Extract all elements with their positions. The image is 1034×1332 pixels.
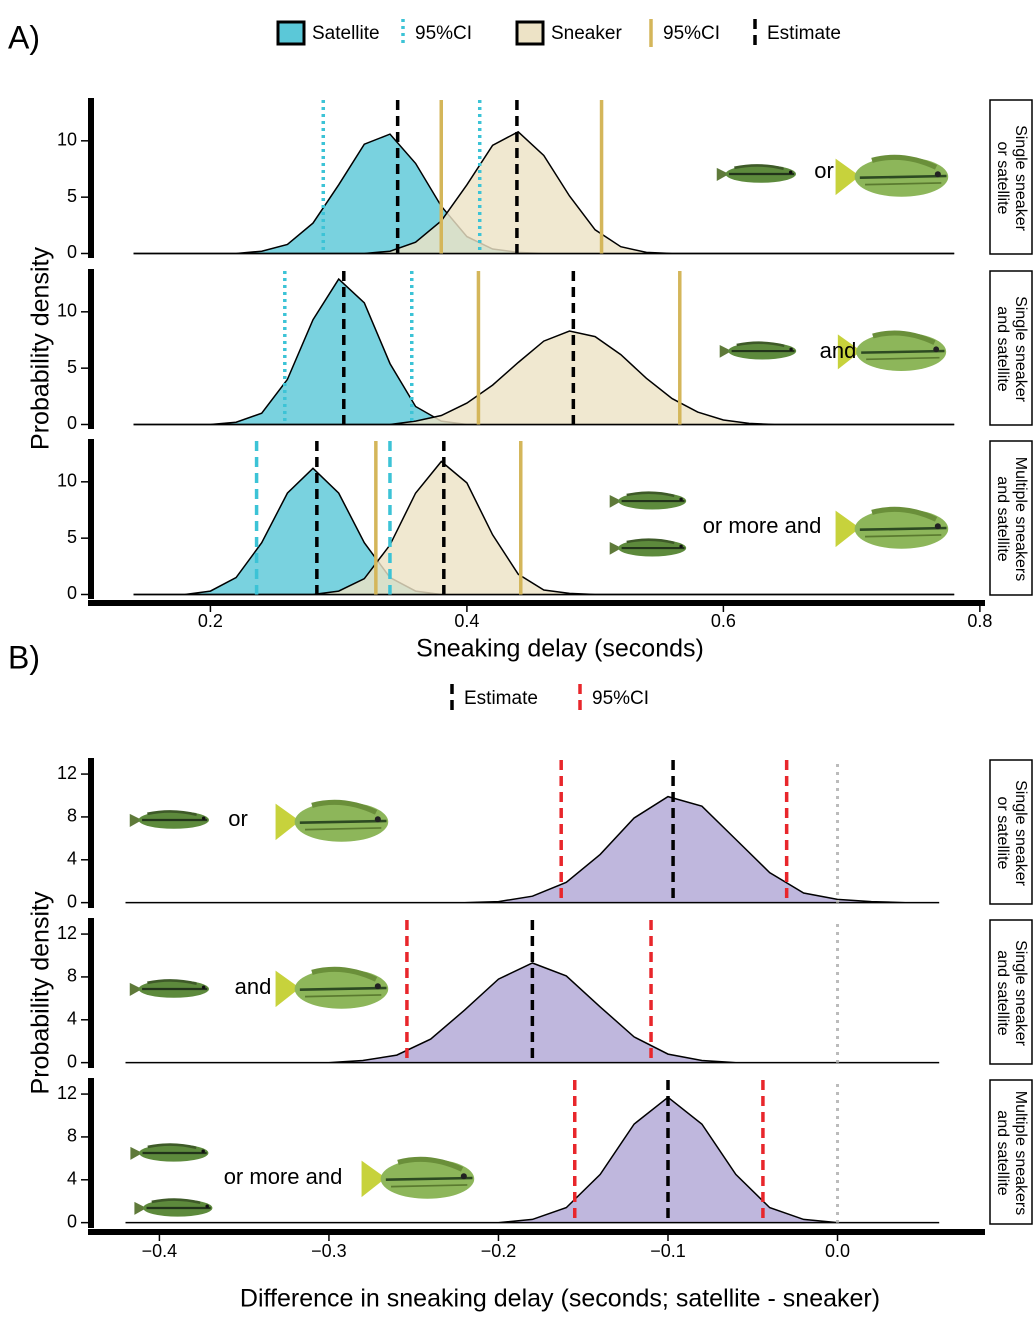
density-area	[133, 130, 955, 255]
legend-label: Estimate	[464, 688, 538, 709]
facet-strip	[989, 1079, 1033, 1225]
x-tick-label: 0.6	[711, 611, 736, 631]
y-axis-label: Probability density	[27, 247, 55, 450]
y-tick-label: 0	[67, 242, 77, 262]
x-tick-label: −0.4	[142, 1241, 178, 1261]
facet-strip	[989, 440, 1033, 596]
facet-label: Single sneaker	[1012, 940, 1029, 1047]
panel-label: A)	[8, 19, 40, 55]
legend-label: 95%CI	[663, 23, 720, 44]
y-tick-label: 0	[67, 583, 77, 603]
density-area	[125, 795, 940, 904]
panel-label: B)	[8, 639, 40, 675]
satellite-icon	[276, 802, 389, 842]
sneaker-icon	[128, 809, 211, 831]
x-axis-label: Sneaking delay (seconds)	[416, 635, 704, 663]
y-tick-label: 0	[67, 1051, 77, 1071]
y-tick-label: 8	[67, 1126, 77, 1146]
facet-label: or satellite	[994, 797, 1011, 870]
y-tick-label: 12	[57, 923, 77, 943]
facet-label: Multiple sneakers	[1012, 1091, 1029, 1216]
sneaker-icon	[128, 978, 211, 1000]
sneaker-icon	[718, 341, 798, 361]
sneaker-icon	[608, 491, 688, 511]
y-axis-label: Probability density	[27, 891, 55, 1094]
x-tick-label: 0.4	[454, 611, 479, 631]
satellite-icon	[836, 157, 949, 197]
density-area	[133, 330, 955, 426]
legend-label: Satellite	[312, 23, 380, 44]
facet-label: Single sneaker	[1012, 125, 1029, 232]
satellite-icon	[276, 969, 389, 1009]
satellite-icon	[836, 509, 949, 549]
y-tick-label: 10	[57, 471, 77, 491]
facet-label: or satellite	[994, 142, 1011, 215]
sneaker-icon	[129, 1143, 210, 1163]
legend-label: 95%CI	[415, 23, 472, 44]
y-tick-label: 4	[67, 849, 77, 869]
y-tick-label: 10	[57, 301, 77, 321]
x-tick-label: −0.3	[311, 1241, 347, 1261]
x-tick-label: 0.0	[825, 1241, 850, 1261]
y-tick-label: 4	[67, 1169, 77, 1189]
y-tick-label: 8	[67, 966, 77, 986]
legend-key	[276, 20, 306, 46]
facet-strip	[989, 99, 1033, 255]
x-tick-label: −0.2	[481, 1241, 517, 1261]
y-tick-label: 4	[67, 1009, 77, 1029]
icon-text: or more and	[224, 1164, 343, 1189]
facet-label: Single sneaker	[1012, 780, 1029, 887]
facet-strip	[989, 919, 1033, 1065]
y-tick-label: 8	[67, 806, 77, 826]
density-area	[125, 962, 940, 1064]
icon-text: and	[235, 974, 272, 999]
facet-label: and satellite	[994, 1110, 1011, 1195]
facet-label: Single sneaker	[1012, 296, 1029, 403]
legend-label: Sneaker	[551, 23, 622, 44]
legend-label: Estimate	[767, 23, 841, 44]
icon-text: or more and	[703, 513, 822, 538]
x-tick-label: −0.1	[650, 1241, 686, 1261]
y-tick-label: 10	[57, 130, 77, 150]
y-tick-label: 12	[57, 763, 77, 783]
facet-label: and satellite	[994, 950, 1011, 1035]
y-tick-label: 0	[67, 413, 77, 433]
sneaker-icon	[715, 163, 798, 185]
y-tick-label: 5	[67, 357, 77, 377]
x-tick-label: 0.2	[198, 611, 223, 631]
y-tick-label: 5	[67, 527, 77, 547]
icon-text: or	[228, 806, 248, 831]
satellite-icon	[362, 1159, 475, 1199]
density-area	[133, 460, 955, 596]
x-axis-label: Difference in sneaking delay (seconds; s…	[240, 1285, 880, 1313]
sneaker-icon	[608, 538, 688, 558]
density-area	[125, 1096, 940, 1224]
facet-strip	[989, 759, 1033, 905]
sneaker-icon	[133, 1198, 214, 1218]
facet-label: Multiple sneakers	[1012, 457, 1029, 582]
y-tick-label: 5	[67, 186, 77, 206]
y-tick-label: 0	[67, 1211, 77, 1231]
legend-key	[515, 20, 545, 46]
x-tick-label: 0.8	[967, 611, 992, 631]
y-tick-label: 0	[67, 891, 77, 911]
facet-label: and satellite	[994, 306, 1011, 391]
facet-label: and satellite	[994, 476, 1011, 561]
y-tick-label: 12	[57, 1083, 77, 1103]
facet-strip	[989, 270, 1033, 426]
legend-label: 95%CI	[592, 688, 649, 709]
icon-text: and	[820, 338, 857, 363]
icon-text: or	[814, 158, 834, 183]
